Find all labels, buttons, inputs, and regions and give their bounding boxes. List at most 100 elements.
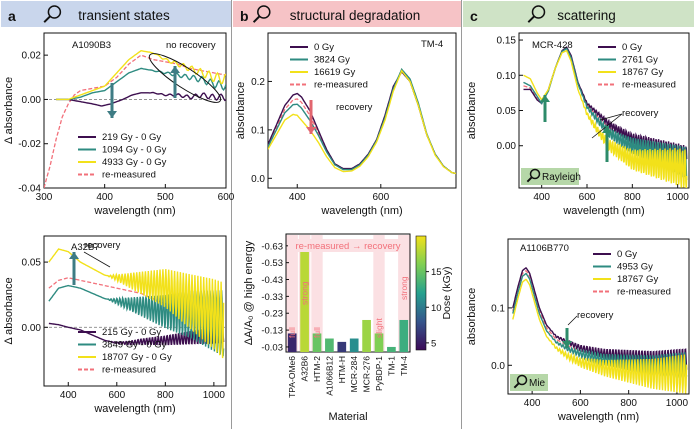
down-arrow bbox=[107, 83, 117, 118]
magnifier-icon bbox=[526, 168, 541, 183]
annotation-text: recovery bbox=[84, 240, 121, 251]
legend-label: 3849 Gy - 0 Gy bbox=[102, 340, 167, 351]
annotation-band bbox=[288, 239, 408, 252]
series-line-3 bbox=[48, 277, 224, 323]
category-label: TM-1 bbox=[386, 356, 396, 376]
y-tick-label: 0.1 bbox=[491, 303, 505, 314]
shaded-label: strong bbox=[399, 276, 409, 300]
magnifier-icon bbox=[527, 5, 546, 23]
panel-header-b bbox=[233, 1, 461, 27]
x-axis-label: wavelength (nm) bbox=[93, 403, 175, 415]
y-tick-label: -0.13 bbox=[261, 326, 283, 337]
magnifier-handle bbox=[43, 15, 51, 23]
magnifier-handle bbox=[513, 382, 520, 389]
x-tick-label: 300 bbox=[36, 192, 53, 203]
bar-7 bbox=[374, 333, 384, 352]
series-line-2 bbox=[48, 248, 225, 359]
shaded-label: full bbox=[312, 327, 322, 338]
category-label: TPA-OMe6 bbox=[287, 356, 297, 398]
category-label: TM-4 bbox=[399, 356, 409, 376]
x-tick-label: 600 bbox=[572, 398, 589, 409]
recovery-arrow bbox=[69, 252, 79, 285]
bar-3 bbox=[325, 338, 334, 352]
arrow-head bbox=[602, 126, 612, 133]
recovery-arrow bbox=[562, 328, 572, 348]
chart-a-bottom: 400 600 800 1000 0.00 0.05 wavelength (nm) Δ ab… bbox=[3, 235, 227, 415]
scatter-badge-label: Rayleigh bbox=[542, 172, 581, 183]
arrow-head bbox=[107, 111, 117, 118]
x-axis-label: wavelength (nm) bbox=[320, 205, 402, 217]
series-line-0 bbox=[48, 322, 225, 346]
x-tick-label: 600 bbox=[579, 192, 596, 203]
panel-header-a bbox=[1, 1, 231, 27]
panel-letter-a: a bbox=[8, 8, 16, 24]
shaded-label: strong bbox=[300, 281, 310, 305]
series-line-1 bbox=[56, 67, 226, 101]
scatter-badge-label: Mie bbox=[529, 378, 546, 389]
scatter-badge bbox=[521, 168, 579, 185]
colorbar bbox=[415, 235, 427, 351]
scatter-badge bbox=[510, 374, 548, 391]
magnifier-icon bbox=[513, 374, 528, 389]
x-tick-label: 800 bbox=[624, 192, 641, 203]
series-line-2 bbox=[512, 278, 688, 394]
magnifier-icon bbox=[252, 5, 271, 23]
y-tick-label: 0.15 bbox=[497, 36, 517, 47]
panel-letter-b: b bbox=[240, 8, 249, 24]
pointer-line bbox=[599, 113, 623, 121]
recovery-arrow bbox=[306, 100, 316, 134]
panel-title-c: scattering bbox=[557, 8, 616, 23]
x-axis-label: Material bbox=[328, 411, 367, 423]
x-tick-label: 600 bbox=[218, 192, 235, 203]
series-line-2 bbox=[268, 69, 456, 175]
chart-c-bottom: 400 600 800 1000 0.0 0.1 wavelength (nm) absorb… bbox=[466, 238, 690, 423]
sample-label: A32B7 bbox=[71, 242, 100, 253]
sample-label: A1106B770 bbox=[520, 243, 569, 254]
shaded-region bbox=[286, 235, 298, 351]
x-tick-label: 400 bbox=[60, 390, 77, 401]
shaded-region bbox=[311, 235, 323, 351]
panel-title-a: transient states bbox=[78, 8, 170, 23]
y-tick-label: 0.0 bbox=[491, 361, 505, 372]
shaded-region bbox=[373, 235, 385, 351]
pointer-line bbox=[83, 251, 111, 268]
panel-header-c bbox=[463, 1, 694, 27]
y-tick-label: -0.02 bbox=[18, 139, 41, 150]
legend-label: 18707 Gy - 0 Gy bbox=[102, 352, 172, 363]
category-label: HTM-H bbox=[337, 356, 347, 383]
annotation-text: re-measured → recovery bbox=[295, 241, 400, 252]
y-tick-label: 0.1 bbox=[251, 125, 265, 136]
sample-label: TM-4 bbox=[421, 39, 443, 50]
x-tick-label: 1000 bbox=[203, 390, 226, 401]
y-tick-label: -0.53 bbox=[261, 258, 283, 269]
x-tick-label: 400 bbox=[96, 192, 113, 203]
annotation-text: recovery bbox=[622, 108, 659, 119]
series-line-3 bbox=[44, 54, 226, 188]
y-axis-label: absorbance bbox=[466, 82, 478, 140]
y-axis-label: absorbance bbox=[466, 288, 478, 346]
y-tick-label: 0.00 bbox=[497, 141, 517, 152]
bar-6 bbox=[362, 319, 371, 352]
series-line-2 bbox=[523, 49, 688, 188]
pointer-line bbox=[567, 315, 578, 326]
legend-label: 18767 Gy bbox=[617, 274, 658, 285]
series-group bbox=[44, 49, 226, 188]
series-group bbox=[512, 267, 688, 394]
y-tick-label: 0.10 bbox=[497, 71, 517, 82]
magnifier-icon bbox=[43, 5, 62, 23]
y-tick-label: 0.0 bbox=[251, 174, 265, 185]
y-tick-label: 0.02 bbox=[22, 51, 42, 62]
x-tick-label: 600 bbox=[372, 192, 389, 203]
category-label: PyBDP-1 bbox=[374, 356, 384, 391]
y-tick-label: -0.03 bbox=[261, 342, 283, 353]
chart-c-top: 400 600 800 1000 0.00 0.05 0.10 0.15 wavelength … bbox=[466, 32, 690, 217]
annotation-text: recovery bbox=[577, 310, 614, 321]
colorbar-tick-label: 15 bbox=[431, 267, 442, 278]
legend-label: 219 Gy - 0 Gy bbox=[102, 132, 161, 143]
y-tick-label: -0.63 bbox=[261, 241, 283, 252]
series-group bbox=[268, 67, 456, 175]
category-label: MCR-276 bbox=[362, 356, 372, 393]
y-tick-label: -0.04 bbox=[18, 184, 41, 195]
magnifier-lens bbox=[531, 5, 546, 19]
